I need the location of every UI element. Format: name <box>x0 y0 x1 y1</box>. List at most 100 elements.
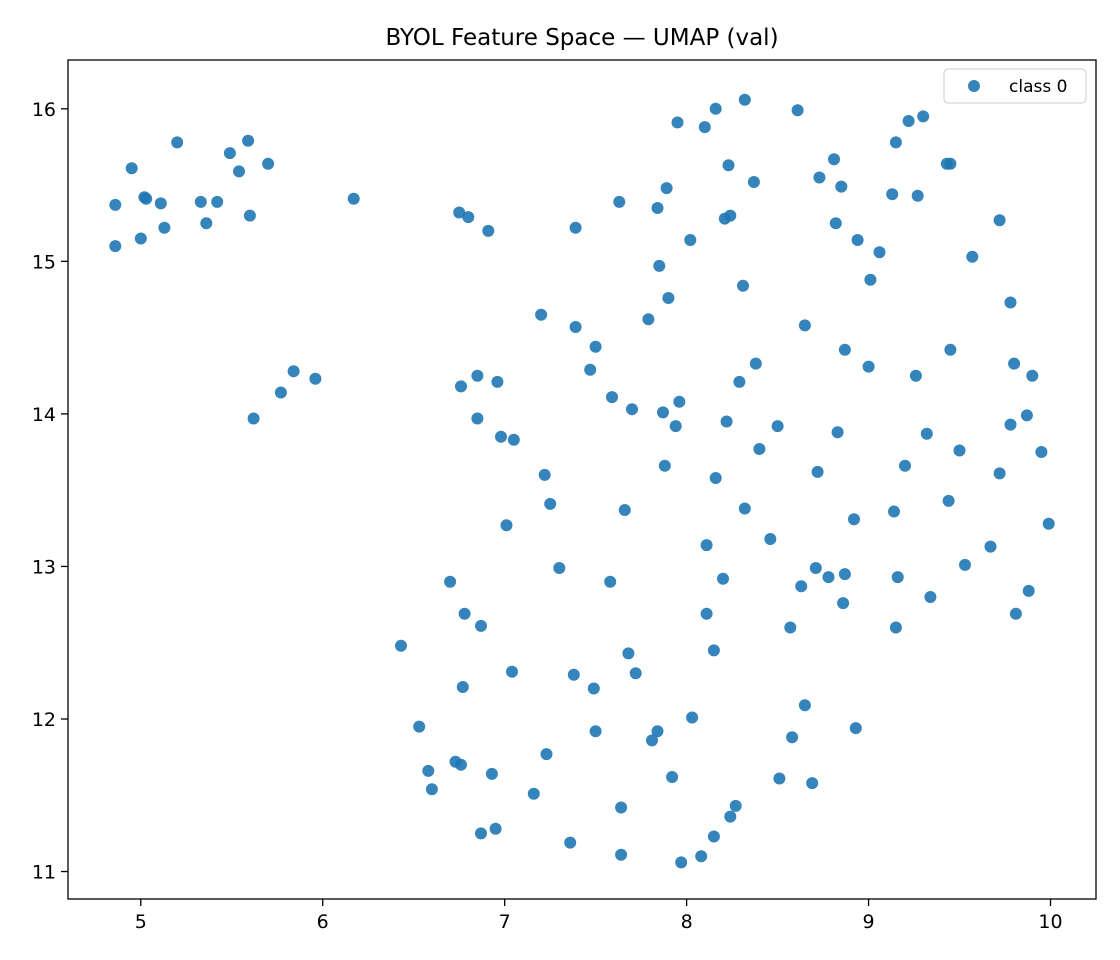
y-tick-label: 12 <box>32 709 56 731</box>
data-point <box>569 321 582 333</box>
data-point <box>109 198 122 211</box>
data-point <box>489 822 502 835</box>
data-point <box>837 597 850 610</box>
data-point <box>849 722 862 735</box>
data-point <box>942 494 955 507</box>
data-point <box>425 783 438 796</box>
x-tick-label: 9 <box>863 911 875 933</box>
data-point <box>695 850 708 863</box>
data-point <box>535 308 548 321</box>
data-point <box>471 412 484 425</box>
data-point <box>662 292 675 304</box>
data-point <box>831 426 844 439</box>
data-point <box>422 764 435 777</box>
data-point <box>567 668 580 681</box>
data-point <box>795 580 808 593</box>
data-point <box>784 621 797 634</box>
data-point <box>507 433 520 446</box>
data-point <box>786 731 799 744</box>
data-point <box>909 369 922 382</box>
data-point <box>613 195 626 208</box>
data-point <box>629 667 642 680</box>
data-point <box>527 787 540 800</box>
data-point <box>140 192 153 205</box>
data-point <box>806 777 819 790</box>
data-point <box>482 224 495 237</box>
data-point <box>920 427 933 440</box>
data-point <box>651 725 664 738</box>
data-point <box>737 279 749 292</box>
data-point <box>669 420 682 433</box>
data-point <box>749 357 762 370</box>
data-point <box>851 234 864 246</box>
legend-box <box>943 68 1087 104</box>
data-point <box>707 644 720 657</box>
data-point <box>453 206 466 219</box>
data-point <box>886 188 899 201</box>
data-point <box>615 848 628 861</box>
data-point <box>764 533 777 545</box>
y-tick-label: 16 <box>32 99 56 121</box>
data-point <box>822 571 835 584</box>
data-point <box>924 591 937 603</box>
x-tick-label: 5 <box>135 911 147 933</box>
data-point <box>242 134 255 147</box>
data-point <box>747 176 760 188</box>
data-point <box>657 406 669 419</box>
data-point <box>902 115 915 127</box>
data-point <box>658 459 671 472</box>
data-point <box>653 259 666 272</box>
data-point <box>1020 409 1033 422</box>
data-point <box>838 568 851 581</box>
data-point <box>1004 418 1017 431</box>
data-point <box>606 391 618 404</box>
data-point <box>626 403 638 416</box>
x-tick-label: 10 <box>1038 911 1062 933</box>
data-point <box>540 748 553 761</box>
data-point <box>873 246 886 259</box>
data-point <box>733 375 746 388</box>
data-point <box>347 192 360 205</box>
data-point <box>615 801 628 814</box>
data-point <box>456 681 469 693</box>
data-point <box>471 369 484 382</box>
data-point <box>864 273 877 286</box>
data-point <box>911 189 924 202</box>
data-point <box>798 319 811 332</box>
data-point <box>589 725 602 738</box>
data-point <box>722 159 735 172</box>
data-point <box>134 232 147 245</box>
data-point <box>862 360 875 373</box>
y-tick-label: 14 <box>32 404 56 426</box>
data-point <box>544 497 557 510</box>
data-point <box>675 856 688 869</box>
data-point <box>738 502 751 515</box>
data-point <box>811 465 824 478</box>
data-point <box>813 171 826 184</box>
data-point <box>891 571 904 584</box>
data-point <box>888 505 900 518</box>
data-point <box>835 180 848 193</box>
data-point <box>506 665 518 678</box>
data-point <box>966 250 979 263</box>
plot-frame <box>67 59 1097 900</box>
data-point <box>247 412 260 425</box>
data-point <box>491 375 504 388</box>
data-point <box>720 415 733 428</box>
data-point <box>642 313 655 326</box>
data-point <box>569 221 582 234</box>
data-point <box>1008 357 1021 370</box>
data-point <box>791 104 804 117</box>
data-point <box>485 767 498 780</box>
data-point <box>700 539 713 552</box>
legend: class 0 <box>943 68 1087 104</box>
data-point <box>455 758 467 771</box>
data-point <box>109 240 122 253</box>
data-point <box>444 575 457 588</box>
data-point <box>993 214 1006 227</box>
data-point <box>618 504 631 516</box>
x-tick-label: 7 <box>499 911 511 933</box>
data-point <box>158 221 171 234</box>
data-point <box>673 395 686 408</box>
data-point <box>475 619 487 632</box>
